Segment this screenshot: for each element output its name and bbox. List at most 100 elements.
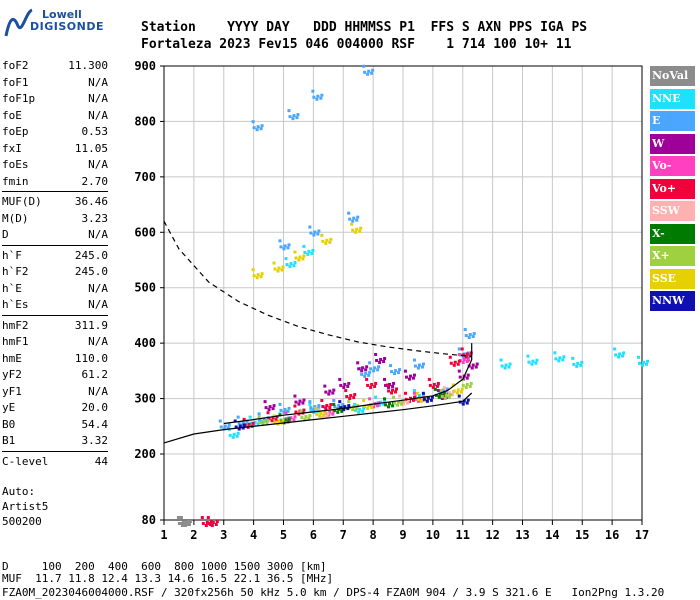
echo-point [572, 362, 576, 366]
echo-point [293, 250, 297, 254]
echo-point [320, 233, 324, 237]
echo-point [360, 372, 364, 376]
y-tick-label: 800 [134, 114, 156, 128]
echo-point [271, 416, 275, 420]
echo-point [613, 347, 617, 351]
echo-point [258, 418, 262, 422]
echo-point [287, 243, 291, 247]
echo-point [242, 417, 246, 421]
param-row: MUF(D) 36.46 [2, 194, 108, 211]
echo-point [346, 407, 350, 411]
echo-point [371, 68, 375, 72]
echo-point [374, 353, 378, 356]
digisonde-logo [4, 6, 88, 42]
echo-point [417, 394, 421, 398]
echo-point [274, 418, 278, 422]
echo-point [351, 228, 355, 232]
echo-point [228, 433, 232, 437]
x-tick-label: 13 [515, 528, 529, 542]
echo-point [503, 366, 507, 370]
echo-point [452, 363, 456, 367]
legend-item: Vo+ [650, 178, 695, 199]
echo-point [436, 389, 440, 393]
x-tick-label: 9 [399, 528, 406, 542]
echo-point [432, 382, 436, 386]
echo-point [336, 410, 340, 414]
echo-point [554, 357, 558, 361]
echo-point [427, 377, 431, 381]
param-value: 2.70 [81, 174, 109, 188]
echo-point [253, 420, 257, 424]
echo-point [374, 395, 378, 399]
echo-point [279, 245, 283, 249]
echo-point [637, 355, 640, 359]
echo-point [571, 356, 575, 360]
echo-point [287, 417, 291, 421]
echo-point [368, 361, 372, 365]
auto-program: Artist5 [2, 500, 49, 513]
echo-point [247, 422, 251, 426]
echo-point [281, 418, 285, 422]
echo-point [316, 232, 320, 236]
echo-point [180, 522, 184, 525]
echo-point [278, 239, 282, 243]
echo-point [362, 64, 366, 68]
echo-point [288, 115, 292, 119]
echo-point [373, 366, 377, 370]
echo-point [209, 520, 213, 523]
echo-point [293, 394, 297, 398]
echo-point [467, 336, 471, 340]
param-row: foF1 N/A [2, 75, 108, 92]
echo-point [302, 244, 306, 248]
echo-point [249, 421, 253, 425]
echo-point [404, 375, 408, 379]
echo-point [355, 218, 359, 222]
echo-point [468, 333, 472, 337]
echo-point [383, 357, 387, 360]
echo-point [461, 353, 465, 357]
curve-virtual-height-trace [223, 343, 473, 425]
echo-point [323, 410, 327, 414]
echo-point [401, 399, 405, 403]
echo-point [276, 269, 280, 273]
echo-point [262, 417, 266, 421]
footer-file-info: FZA0M_2023046004000.RSF / 320fx256h 50 k… [2, 586, 665, 599]
echo-point [403, 369, 407, 373]
echo-point [338, 400, 342, 404]
param-name: h`F2 [2, 265, 29, 278]
echo-point [617, 355, 621, 359]
echo-point [286, 246, 290, 250]
echo-point [361, 409, 365, 413]
echo-point [233, 419, 237, 423]
param-name: hmF2 [2, 318, 29, 332]
param-name: yF1 [2, 384, 22, 398]
echo-point [357, 367, 361, 371]
echo-point [206, 516, 210, 519]
legend-item: NoVal [650, 66, 695, 86]
echo-point [317, 404, 321, 408]
param-value: N/A [88, 228, 108, 241]
echo-point [292, 114, 296, 118]
echo-point [208, 523, 212, 526]
echo-point [402, 402, 405, 406]
echo-point [366, 383, 370, 387]
echo-point [348, 217, 352, 221]
echo-point [455, 391, 459, 395]
x-tick-label: 8 [370, 528, 377, 542]
echo-point [393, 372, 397, 376]
param-value: N/A [88, 92, 108, 105]
echo-point [282, 247, 286, 251]
echo-point [376, 404, 380, 408]
param-row: foEs N/A [2, 157, 108, 174]
echo-point [359, 366, 363, 370]
echo-point [411, 376, 415, 380]
echo-point [460, 387, 464, 391]
echo-point [387, 385, 391, 389]
echo-point [406, 401, 409, 405]
param-separator [2, 314, 108, 318]
echo-point [343, 405, 347, 409]
param-name: fmin [2, 174, 29, 188]
echo-point [312, 408, 316, 412]
echo-point [440, 395, 444, 399]
